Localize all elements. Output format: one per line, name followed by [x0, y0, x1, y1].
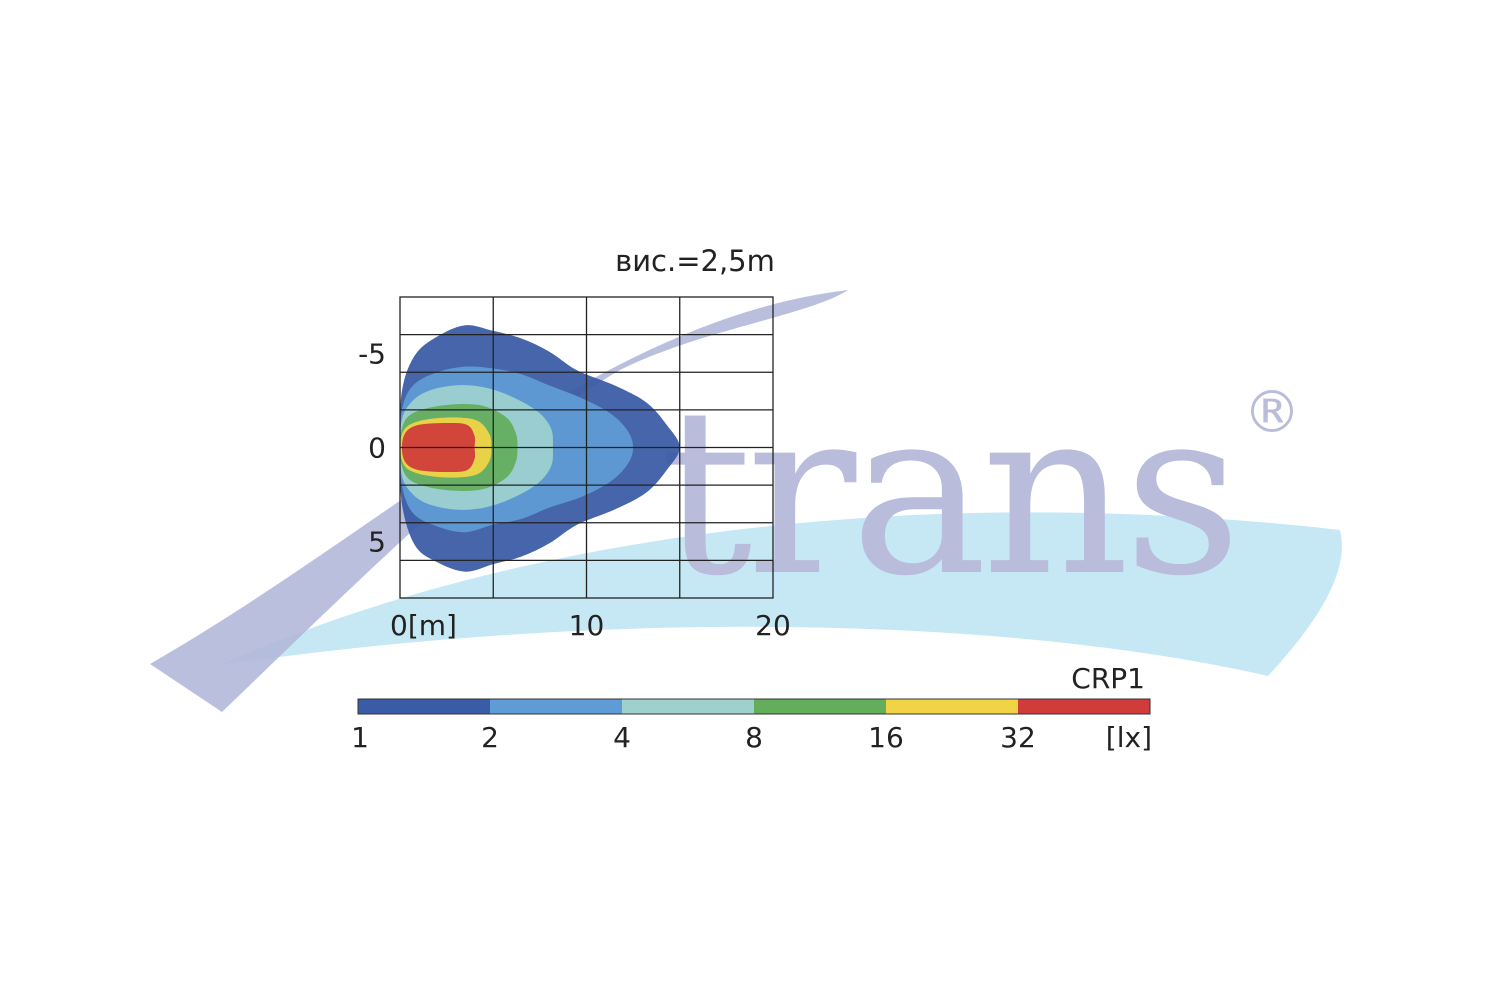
colorbar-segment-1lx — [358, 699, 491, 714]
watermark-swoosh-dark — [150, 290, 848, 712]
y-tick-label: -5 — [358, 337, 386, 370]
colorbar-tick-label: 8 — [745, 721, 763, 754]
colorbar-segment-16lx — [886, 699, 1019, 714]
colorbar-unit: [lx] — [1106, 721, 1152, 754]
watermark-registered-mark: ® — [1243, 378, 1301, 446]
watermark-text: trans — [660, 360, 1236, 627]
colorbar-tick-label: 1 — [351, 721, 369, 754]
watermark-logo: trans ® — [150, 290, 1342, 712]
x-tick-label: 0[m] — [390, 609, 457, 642]
colorbar-tick-label: 32 — [1000, 721, 1036, 754]
watermark-swoosh-light — [220, 512, 1342, 676]
x-axis-tick-labels: 0[m] 10 20 — [390, 609, 791, 642]
colorbar-segment-4lx — [622, 699, 755, 714]
y-tick-label: 0 — [368, 432, 386, 465]
colorbar-tick-label: 16 — [868, 721, 904, 754]
y-tick-label: 5 — [368, 526, 386, 559]
series-label: CRP1 — [1071, 662, 1145, 695]
colorbar-segment-32lx — [1018, 699, 1151, 714]
colorbar-segment-8lx — [754, 699, 887, 714]
colorbar-tick-labels: 1 2 4 8 16 32 — [351, 721, 1036, 754]
isolux-contours — [399, 325, 680, 572]
x-tick-label: 20 — [755, 609, 791, 642]
colorbar — [357, 698, 1151, 715]
y-axis-tick-labels: -5 0 5 — [358, 337, 386, 558]
colorbar-segment-2lx — [490, 699, 623, 714]
colorbar-tick-label: 4 — [613, 721, 631, 754]
colorbar-tick-label: 2 — [481, 721, 499, 754]
plot-grid — [399, 296, 774, 599]
colorbar-frame — [357, 698, 1151, 715]
chart-title: вис.=2,5m — [615, 244, 775, 278]
x-tick-label: 10 — [569, 609, 605, 642]
